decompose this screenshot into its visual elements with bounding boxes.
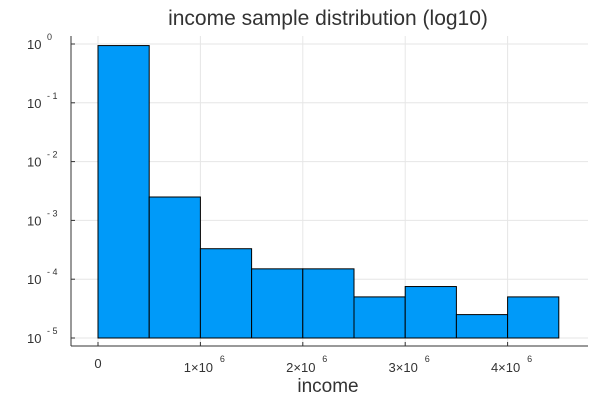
y-tick-exponent: - 3 xyxy=(47,208,58,218)
y-tick-exponent: - 4 xyxy=(47,267,58,277)
x-tick-exponent: 6 xyxy=(425,354,430,364)
histogram-bar-2 xyxy=(148,196,201,339)
x-tick-base: 3×10 xyxy=(389,360,418,375)
y-tick-label: 10 - 5 xyxy=(27,326,58,346)
y-tick-base: 10 xyxy=(27,96,41,111)
y-tick-label: 10 - 3 xyxy=(27,208,58,228)
x-tick-label: 3×10 6 xyxy=(389,354,430,375)
y-tick-base: 10 xyxy=(27,331,41,346)
y-tick-exponent: - 1 xyxy=(47,91,58,101)
x-tick-base: 0 xyxy=(94,356,101,371)
y-tick-labels: 10 0 10 - 1 10 - 2 10 - 3 10 - 4 10 - 5 xyxy=(27,32,75,346)
x-tick-label: 1×10 6 xyxy=(184,354,225,375)
x-axis-label: income xyxy=(297,376,358,397)
histogram-bar-3 xyxy=(199,248,253,339)
y-tick-exponent: - 5 xyxy=(47,326,58,336)
y-tick-base: 10 xyxy=(27,272,41,287)
x-tick-exponent: 6 xyxy=(322,354,327,364)
x-tick-labels: 0 1×10 6 2×10 6 3×10 6 4×10 6 xyxy=(94,342,532,375)
y-tick-label: 10 - 1 xyxy=(27,91,58,111)
y-tick-label: 10 0 xyxy=(27,32,52,52)
histogram-bar-5 xyxy=(302,268,355,339)
x-tick-exponent: 6 xyxy=(527,354,532,364)
y-tick-label: 10 - 4 xyxy=(27,267,58,287)
axes xyxy=(70,36,588,347)
y-tick-label: 10 - 2 xyxy=(27,150,58,170)
x-tick-label: 2×10 6 xyxy=(286,354,327,375)
y-tick-base: 10 xyxy=(27,155,41,170)
x-tick-label: 0 xyxy=(94,356,101,371)
y-tick-exponent: - 2 xyxy=(47,150,58,160)
histogram-bar-4 xyxy=(251,268,304,339)
histogram-bar-1 xyxy=(97,45,150,339)
histogram-bars xyxy=(97,45,560,339)
x-tick-label: 4×10 6 xyxy=(491,354,532,375)
y-tick-exponent: 0 xyxy=(47,32,52,42)
histogram-bar-6 xyxy=(353,296,406,339)
x-tick-base: 2×10 xyxy=(286,360,315,375)
histogram-bar-7 xyxy=(404,286,457,339)
y-tick-base: 10 xyxy=(27,213,41,228)
y-tick-base: 10 xyxy=(27,37,41,52)
histogram-bar-9 xyxy=(507,296,560,339)
x-tick-base: 1×10 xyxy=(184,360,213,375)
x-tick-base: 4×10 xyxy=(491,360,520,375)
histogram-bar-8 xyxy=(455,314,509,339)
x-tick-exponent: 6 xyxy=(220,354,225,364)
chart-title: income sample distribution (log10) xyxy=(168,7,488,30)
